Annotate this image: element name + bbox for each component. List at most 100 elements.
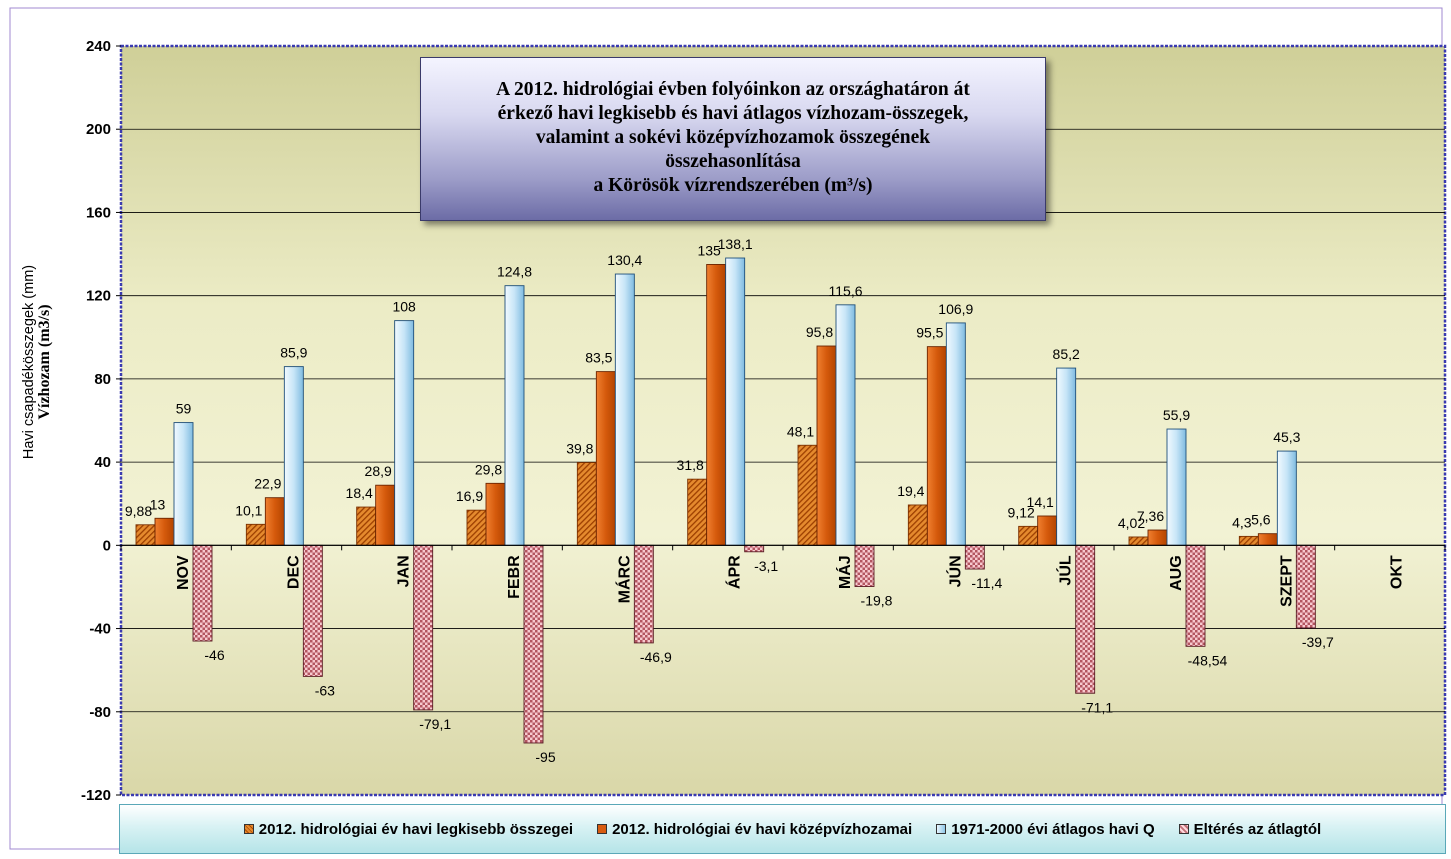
bar-diff	[854, 544, 875, 587]
bar-min	[907, 504, 928, 546]
data-label-avg: 95,8	[806, 324, 833, 340]
legend: 2012. hidrológiai év havi legkisebb össz…	[119, 804, 1446, 854]
data-label-q: 45,3	[1273, 429, 1300, 445]
bar-q	[945, 322, 966, 546]
y-axis-label-1: Havi csapadékösszegek (mm)	[21, 265, 37, 459]
bar-diff	[302, 544, 323, 677]
data-label-avg: 5,6	[1251, 512, 1271, 528]
y-tick-label: 40	[94, 454, 111, 471]
data-label-diff: -11,4	[971, 575, 1002, 591]
data-label-min: 19,4	[897, 483, 924, 499]
data-label-min: 9,88	[125, 503, 152, 519]
category-label: ÁPR	[725, 555, 744, 589]
bar-q	[1276, 450, 1297, 546]
legend-swatch-q	[936, 824, 947, 834]
data-label-avg: 135	[697, 242, 721, 258]
legend-swatch-diff	[1178, 824, 1189, 834]
data-label-q: 124,8	[497, 264, 532, 280]
bar-min	[1238, 535, 1259, 546]
data-label-diff: -63	[315, 682, 335, 698]
bar-q	[504, 285, 525, 546]
bar-min	[466, 509, 487, 546]
bar-avg	[485, 482, 506, 546]
data-label-q: 59	[176, 401, 192, 417]
data-label-avg: 7,36	[1137, 508, 1164, 524]
category-label: NOV	[175, 555, 192, 590]
data-label-avg: 29,8	[475, 461, 502, 477]
y-tick-label: -80	[89, 704, 111, 721]
category-label: OKT	[1389, 555, 1406, 589]
data-label-diff: -46	[204, 647, 224, 663]
bar-avg	[375, 484, 396, 546]
data-label-min: 4,02	[1118, 515, 1145, 531]
title-line: érkező havi legkisebb és havi átlagos ví…	[497, 103, 969, 124]
bar-q	[1056, 367, 1077, 546]
category-label: AUG	[1168, 555, 1185, 591]
legend-label-min: 2012. hidrológiai év havi legkisebb össz…	[258, 820, 574, 838]
title-line: a Körösök vízrendszerében (m³/s)	[593, 175, 873, 196]
data-label-diff: -48,54	[1188, 652, 1228, 668]
data-label-diff: -3,1	[754, 558, 778, 574]
bar-avg	[1147, 529, 1168, 546]
bar-min	[356, 506, 377, 546]
y-axis-ticks: 240 200 160 120 80 40 0 -40 -80 -120	[81, 38, 121, 804]
bar-min	[687, 478, 708, 546]
y-tick-label: 120	[86, 288, 111, 305]
y-tick-label: 200	[86, 121, 111, 138]
data-label-diff: -39,7	[1302, 634, 1334, 650]
legend-swatch-min	[243, 824, 254, 834]
legend-label-q: 1971-2000 évi átlagos havi Q	[951, 820, 1155, 838]
category-label: JÚL	[1056, 555, 1075, 585]
bar-avg	[1257, 533, 1278, 546]
bar-avg	[264, 497, 285, 546]
bar-avg	[154, 517, 175, 546]
bar-min	[1128, 536, 1149, 546]
category-label: DEC	[285, 555, 302, 589]
legend-swatch-avg	[597, 824, 608, 834]
bar-avg	[706, 264, 727, 546]
data-label-q: 115,6	[829, 283, 863, 299]
category-label: MÁRC	[614, 555, 633, 603]
category-label: JAN	[396, 555, 413, 587]
data-label-avg: 83,5	[585, 350, 612, 366]
bar-diff	[523, 544, 544, 744]
title-line: valamint a sokévi középvízhozamok összeg…	[535, 127, 931, 148]
data-label-min: 10,1	[235, 502, 262, 518]
data-label-diff: -79,1	[419, 716, 451, 732]
data-label-min: 48,1	[787, 423, 814, 439]
y-tick-label: -40	[89, 621, 111, 638]
legend-label-diff: Eltérés az átlagtól	[1193, 820, 1322, 838]
bar-min	[576, 462, 597, 546]
data-label-min: 9,12	[1008, 504, 1035, 520]
bar-diff	[633, 544, 654, 644]
legend-item-min: 2012. hidrológiai év havi legkisebb össz…	[243, 820, 574, 838]
data-label-avg: 95,5	[916, 325, 943, 341]
data-label-avg: 28,9	[365, 463, 392, 479]
bar-avg	[816, 345, 837, 546]
title-line: A 2012. hidrológiai évben folyóinkon az …	[496, 79, 970, 100]
data-label-min: 39,8	[566, 441, 593, 457]
bar-diff	[964, 544, 985, 570]
bar-q	[614, 273, 635, 546]
bar-diff	[1075, 544, 1096, 694]
legend-item-avg: 2012. hidrológiai év havi középvízhozama…	[597, 821, 912, 838]
bar-avg	[926, 346, 947, 546]
data-label-q: 106,9	[938, 301, 973, 317]
bar-diff	[1185, 544, 1206, 647]
bar-diff	[192, 544, 213, 642]
bar-min	[135, 524, 156, 546]
bar-avg	[595, 371, 616, 546]
bar-q	[394, 320, 415, 546]
data-label-q: 85,9	[280, 345, 307, 361]
category-label: SZEPT	[1278, 555, 1295, 607]
data-label-q: 108	[392, 299, 416, 315]
data-label-diff: -95	[535, 749, 555, 765]
y-tick-label: -120	[81, 787, 111, 804]
bar-min	[797, 444, 818, 546]
y-tick-label: 80	[94, 371, 111, 388]
bar-q	[283, 366, 304, 546]
category-label: MÁJ	[835, 555, 854, 589]
title-line: összehasonlítása	[665, 151, 801, 172]
data-label-min: 4,3	[1232, 514, 1252, 530]
data-label-q: 138,1	[718, 236, 753, 252]
